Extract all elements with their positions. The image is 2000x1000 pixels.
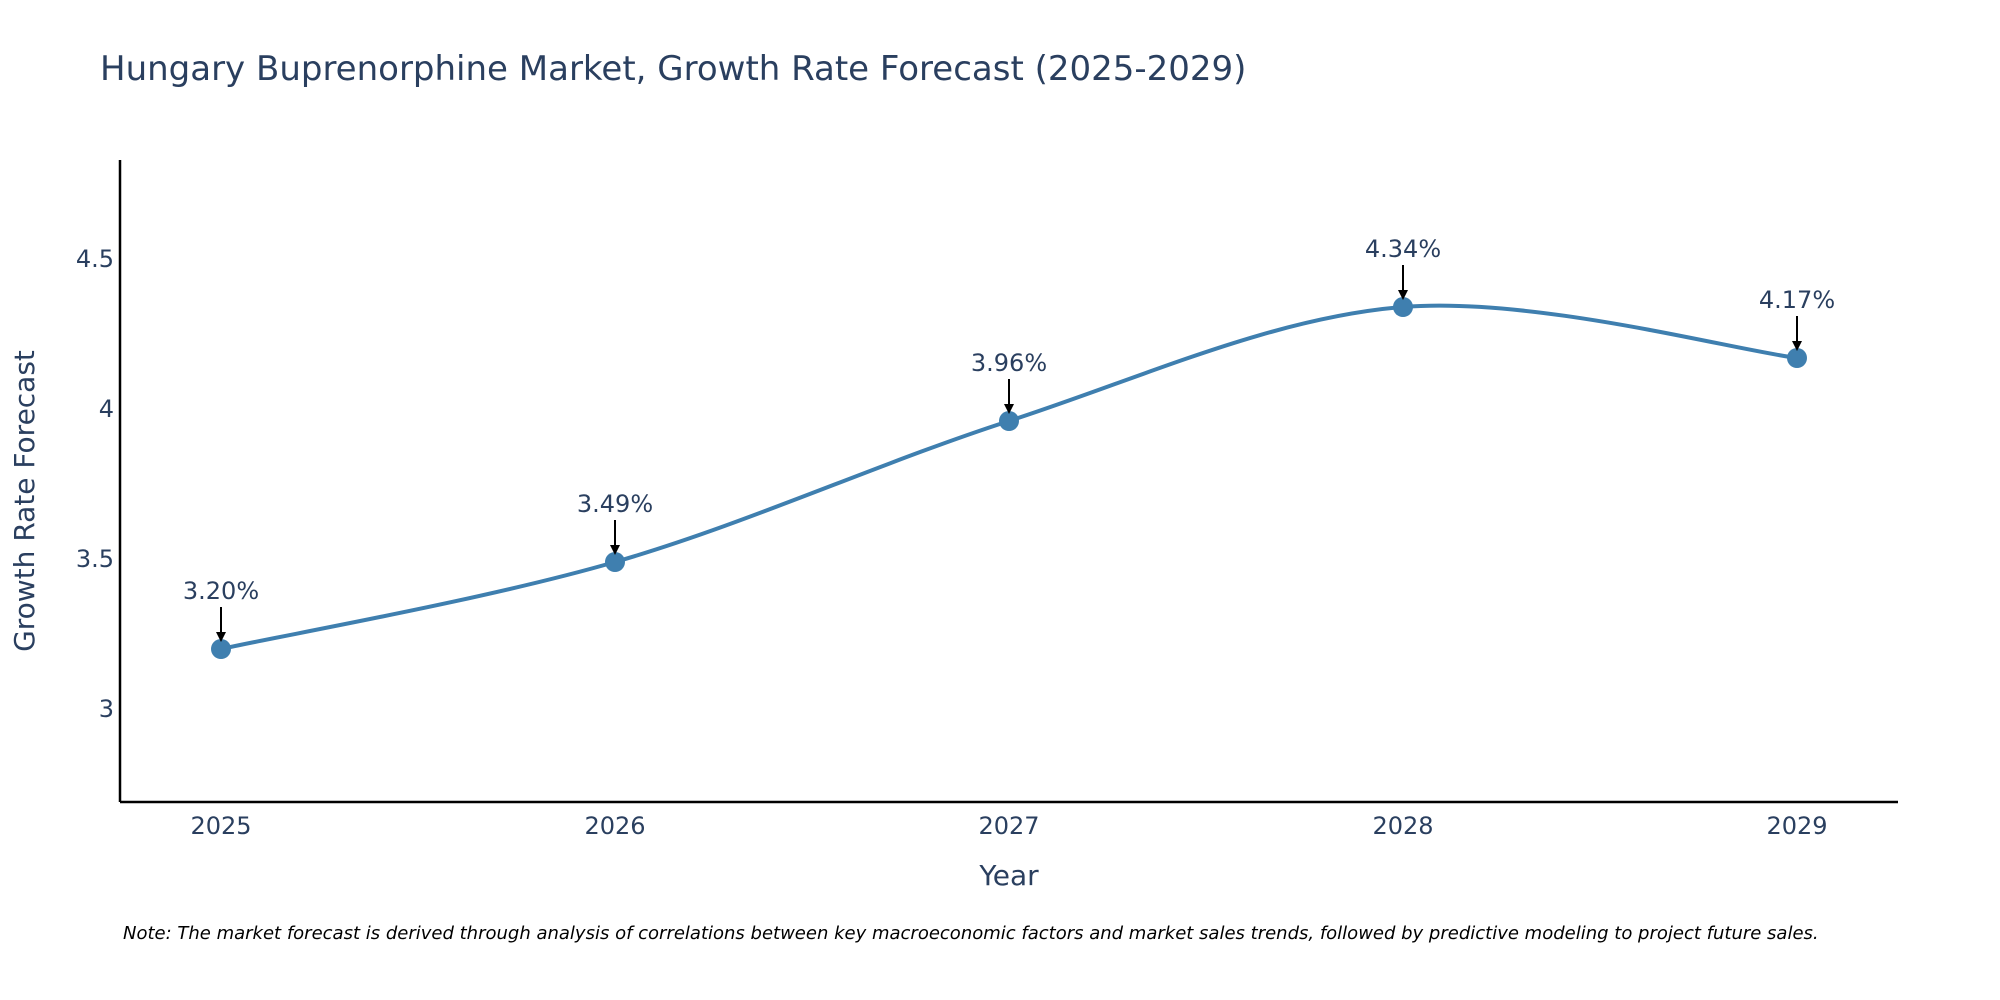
x-tick-label: 2028 [1372,812,1433,840]
data-label: 4.34% [1365,235,1441,263]
y-tick-label: 4.5 [76,245,114,273]
y-tick-label: 4 [99,395,114,423]
data-markers [211,297,1807,659]
chart-title: Hungary Buprenorphine Market, Growth Rat… [100,49,1246,89]
data-label: 3.20% [183,577,259,605]
data-label: 4.17% [1759,286,1835,314]
y-axis-ticks: 3 3.5 4 4.5 [76,245,114,723]
x-tick-label: 2026 [584,812,645,840]
data-point [1393,297,1413,317]
x-tick-label: 2027 [978,812,1039,840]
footnote: Note: The market forecast is derived thr… [123,923,1819,944]
x-tick-label: 2025 [190,812,251,840]
y-axis-title: Growth Rate Forecast [8,350,41,652]
x-axis-ticks: 2025 2026 2027 2028 2029 [190,812,1827,840]
plot-area: 3 3.5 4 4.5 2025 2026 2027 2028 2029 3.20% 3.49%… [76,160,1898,840]
data-point [1787,348,1807,368]
x-axis-title: Year [978,859,1039,892]
y-tick-label: 3 [99,695,114,723]
data-annotations: 3.20% 3.49% 3.96% 4.34% 4.17% [183,235,1835,642]
y-tick-label: 3.5 [76,545,114,573]
data-point [605,552,625,572]
data-label: 3.49% [577,490,653,518]
data-point [999,411,1019,431]
x-tick-label: 2029 [1766,812,1827,840]
data-point [211,639,231,659]
data-label: 3.96% [971,349,1047,377]
